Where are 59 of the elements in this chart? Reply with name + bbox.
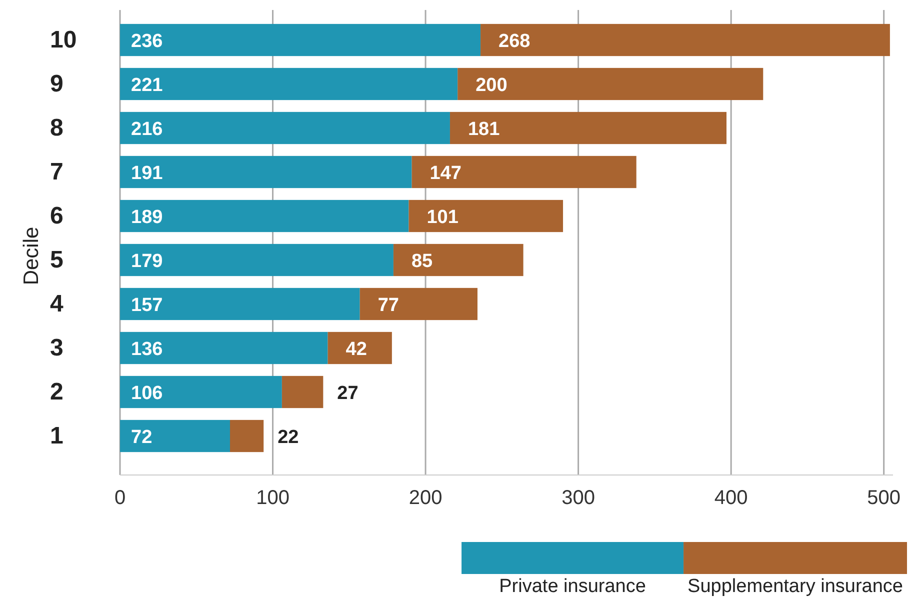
bar <box>282 376 324 408</box>
x-tick-label: 0 <box>114 487 126 509</box>
data-label: 106 <box>131 382 163 404</box>
text: Private insurance <box>499 576 646 597</box>
data-label: 216 <box>131 118 163 140</box>
y-tick-label: 7 <box>50 158 64 186</box>
bar <box>458 68 764 100</box>
y-tick-label: 4 <box>50 290 64 318</box>
data-label: 136 <box>131 338 163 360</box>
y-tick-label: 9 <box>50 70 64 98</box>
bar <box>120 244 394 276</box>
data-label: 181 <box>468 118 500 140</box>
data-label: 221 <box>131 74 164 96</box>
bar <box>120 68 458 100</box>
x-tick-label: 300 <box>562 487 595 509</box>
data-label: 42 <box>346 338 367 360</box>
y-tick-label: 2 <box>50 378 64 406</box>
y-tick-label: 1 <box>50 422 64 450</box>
bar <box>120 420 230 452</box>
bar <box>120 288 360 320</box>
y-tick-label: 5 <box>50 246 64 274</box>
data-label: 77 <box>378 294 399 316</box>
data-label: 189 <box>131 206 163 228</box>
bar <box>120 376 282 408</box>
y-tick-label: 10 <box>50 26 77 54</box>
data-label: 179 <box>131 250 163 272</box>
bar <box>120 200 409 232</box>
data-label: 200 <box>476 74 508 96</box>
data-label: 22 <box>278 426 299 448</box>
bar <box>412 156 636 188</box>
data-label: 85 <box>411 250 434 272</box>
bar <box>480 24 890 56</box>
data-label: 101 <box>426 206 459 228</box>
bar <box>230 420 264 452</box>
y-tick-label: 3 <box>50 334 64 362</box>
data-label: 157 <box>131 294 163 316</box>
x-tick-label: 200 <box>408 487 442 509</box>
y-tick-label: 8 <box>50 114 64 142</box>
text: Supplementary insurance <box>688 576 903 597</box>
data-label: 147 <box>430 162 462 184</box>
data-label: 72 <box>131 426 152 448</box>
x-tick-label: 400 <box>714 487 748 509</box>
bar <box>408 200 564 232</box>
data-label: 236 <box>131 30 163 52</box>
bar <box>450 112 726 144</box>
bar <box>120 24 481 56</box>
y-axis-title: Decile <box>20 226 43 286</box>
bar <box>120 112 450 144</box>
x-tick-label: 500 <box>867 487 901 509</box>
bar <box>328 332 392 364</box>
bar <box>393 244 524 276</box>
y-tick-label: 6 <box>50 202 64 230</box>
data-label: 268 <box>498 30 530 52</box>
bar <box>120 332 328 364</box>
bar <box>360 288 478 320</box>
data-label: 191 <box>131 162 164 184</box>
x-tick-label: 100 <box>256 487 290 509</box>
data-label: 27 <box>337 382 358 404</box>
bar <box>120 156 412 188</box>
